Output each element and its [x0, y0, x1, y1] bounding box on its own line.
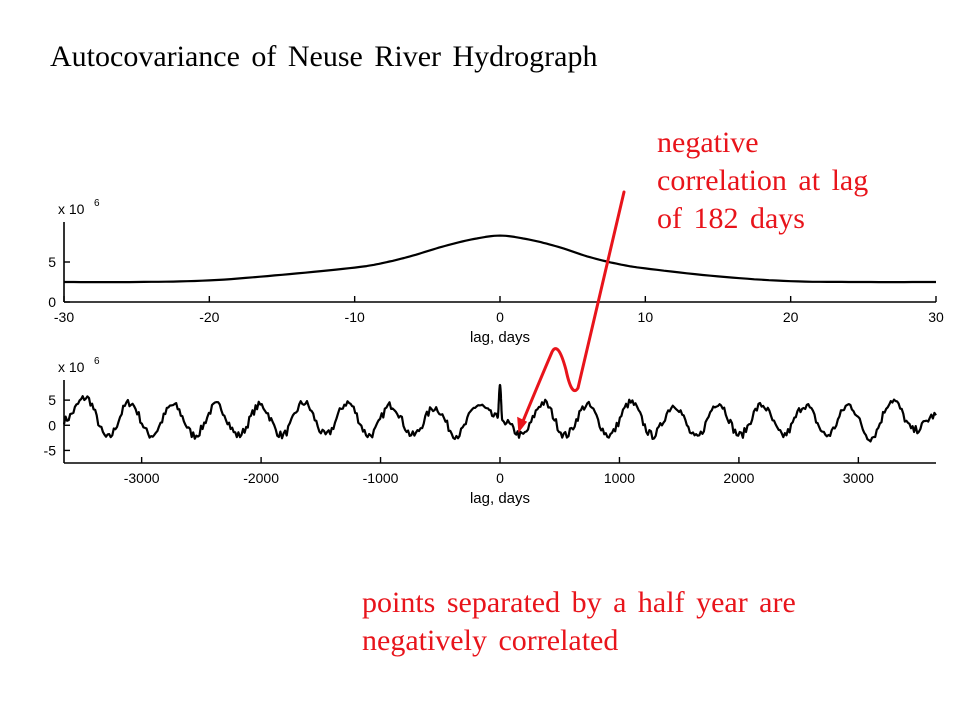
annotation-top-line-3: of 182 days	[657, 202, 805, 235]
y-multiplier-label: x 10	[58, 201, 85, 217]
y-tick-label: 5	[48, 392, 56, 408]
annotation-bottom-line-2: negatively correlated	[362, 624, 619, 657]
annotation-arrow	[517, 190, 626, 433]
annotation-half-year: points separated by a half year are nega…	[362, 584, 922, 660]
slide-title: Autocovariance of Neuse River Hydrograph	[50, 40, 598, 73]
annotation-bottom-line-1: points separated by a half year are	[362, 586, 796, 619]
x-tick-label: 10	[638, 309, 654, 325]
x-tick-label: 20	[783, 309, 799, 325]
annotation-arrow-head	[517, 416, 528, 433]
y-tick-label: 0	[48, 294, 56, 310]
autocovariance-chart-long-lag: -3000 -2000 -1000 0 1000 2000 3000 -5 0 5 x 10 6 lag…	[44, 356, 937, 507]
x-tick-label: -2000	[243, 470, 279, 486]
series-line	[62, 383, 937, 443]
x-axis-label: lag, days	[470, 490, 530, 507]
x-tick-label: -1000	[363, 470, 399, 486]
x-tick-label: -30	[54, 309, 74, 325]
y-tick-label: 0	[48, 417, 56, 433]
x-tick-label: -20	[199, 309, 219, 325]
y-multiplier-label: x 10	[58, 359, 85, 375]
annotation-arrow-line	[519, 190, 626, 428]
x-tick-label: 2000	[723, 470, 754, 486]
y-multiplier-exponent: 6	[94, 198, 100, 209]
annotation-top-line-1: negative	[657, 126, 759, 159]
x-tick-label: 0	[496, 309, 504, 325]
annotation-top-line-2: correlation at lag	[657, 164, 869, 197]
series-line	[64, 234, 936, 284]
x-tick-label: 1000	[604, 470, 635, 486]
y-multiplier-exponent: 6	[94, 356, 100, 367]
x-tick-label: -10	[345, 309, 365, 325]
y-tick-label: 5	[48, 254, 56, 270]
x-tick-label: 30	[928, 309, 944, 325]
x-tick-label: 0	[496, 470, 504, 486]
x-tick-label: -3000	[124, 470, 160, 486]
autocovariance-chart-short-lag: -30 -20 -10 0 10 20 30 0 5 x 10 6 lag, days	[48, 198, 944, 346]
x-axis-label: lag, days	[470, 329, 530, 346]
y-tick-label: -5	[44, 442, 57, 458]
x-tick-label: 3000	[843, 470, 874, 486]
annotation-negative-correlation: negative correlation at lag of 182 days	[657, 124, 947, 238]
